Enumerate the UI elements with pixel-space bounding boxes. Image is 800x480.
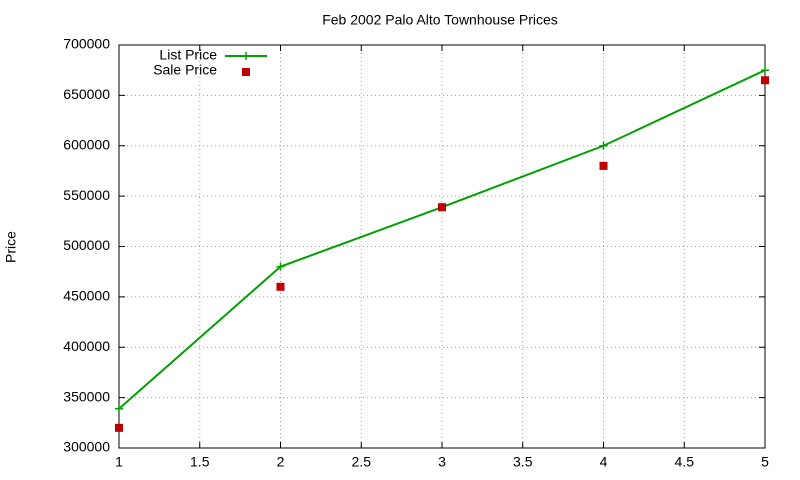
y-tick-label: 350000 [63,388,110,404]
y-tick-label: 550000 [63,187,110,203]
plot-frame [118,44,766,449]
marker [276,282,285,291]
y-axis-label: Price [3,231,19,263]
x-tick-label: 2 [277,454,285,470]
y-tick-label: 600000 [63,136,110,152]
y-tick-label: 450000 [63,288,110,304]
x-tick-label: 3.5 [513,454,533,470]
x-tick-label: 2.5 [352,454,372,470]
legend-label: List Price [159,47,217,63]
chart-title: Feb 2002 Palo Alto Townhouse Prices [322,12,558,28]
y-tick-label: 400000 [63,338,110,354]
y-tick-label: 300000 [63,439,110,455]
x-tick-label: 5 [761,454,769,470]
marker [599,141,608,150]
marker [761,66,769,75]
legend-label: Sale Price [153,62,217,78]
y-tick-label: 700000 [63,36,110,52]
y-tick-label: 650000 [63,86,110,102]
x-tick-label: 4.5 [675,454,695,470]
marker [761,76,769,85]
marker [276,262,285,271]
marker [438,203,446,212]
x-tick-label: 1.5 [190,454,210,470]
marker [599,161,608,170]
marker [115,404,123,413]
x-tick-label: 3 [438,454,446,470]
marker [242,68,250,76]
marker [242,52,250,60]
y-tick-label: 500000 [63,237,110,253]
x-tick-label: 1 [115,454,123,470]
marker [115,423,123,432]
x-tick-label: 4 [600,454,608,470]
